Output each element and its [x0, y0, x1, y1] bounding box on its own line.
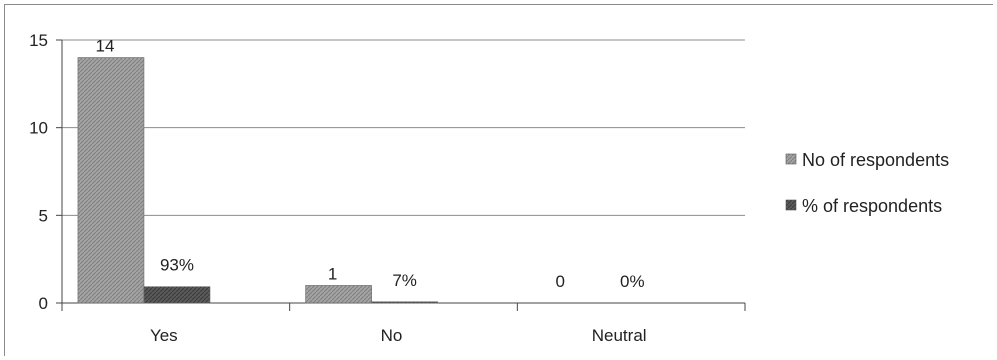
x-category-label: Neutral — [592, 326, 647, 345]
y-tick-label: 0 — [39, 294, 48, 313]
bar-no-of-respondents — [305, 285, 372, 304]
bar-no-of-respondents — [77, 57, 145, 304]
legend-swatch — [785, 199, 797, 211]
data-label: 14 — [95, 37, 114, 56]
bar-layer — [77, 57, 438, 304]
y-tick-label: 10 — [29, 119, 48, 138]
bar-pct-of-respondents — [143, 286, 211, 304]
label-layer: 0 5 10 15 Yes 14 93% No 1 7% Neutral 0 0% — [29, 31, 646, 345]
data-label: 1 — [328, 264, 337, 283]
data-label: 0 — [556, 272, 565, 291]
y-tick-label: 15 — [29, 31, 48, 50]
data-label: 0% — [620, 272, 645, 291]
legend: No of respondents % of respondents — [785, 150, 949, 216]
bar-pct-of-respondents — [371, 301, 438, 304]
grid-layer — [62, 39, 745, 216]
data-label: 93% — [160, 256, 194, 275]
legend-label: No of respondents — [802, 150, 949, 170]
x-category-label: Yes — [150, 326, 178, 345]
y-tick-label: 5 — [39, 206, 48, 225]
legend-swatch — [785, 153, 797, 165]
data-label: 7% — [392, 271, 417, 290]
chart-frame — [4, 4, 993, 356]
x-category-label: No — [381, 326, 403, 345]
legend-label: % of respondents — [802, 196, 942, 216]
